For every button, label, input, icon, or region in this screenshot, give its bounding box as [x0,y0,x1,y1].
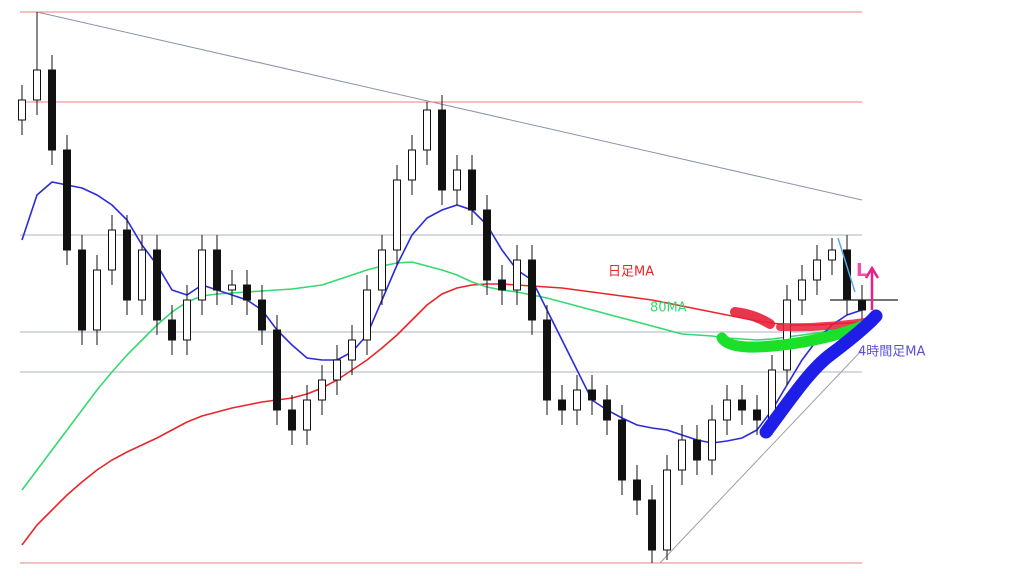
candle-body [48,69,56,151]
moving-average [21,283,863,546]
highlight-red [730,307,775,329]
candle-body [813,259,821,281]
candle-body [198,249,206,301]
candle-body [273,329,281,411]
candle-body [723,399,731,421]
candle-body [318,379,326,401]
candle-body [153,249,161,321]
line-label: 4時間足MA [858,345,925,360]
candle-body [303,399,311,431]
candle-body [663,469,671,551]
candle-body [453,169,461,191]
candle-body [63,149,71,251]
candle-body [588,389,596,401]
candle-body [693,439,701,461]
candle-body [33,69,41,101]
candle-body [648,499,656,551]
candle-body [258,299,266,331]
candle-body [798,279,806,301]
candle-body [423,109,431,151]
candle-body [783,299,791,371]
candle-body [333,359,341,381]
candle-body [498,279,506,291]
candle-body [468,169,476,211]
candle-body [288,409,296,431]
line-label: 日足MA [608,265,654,280]
candle-body [543,319,551,401]
candle-body [108,229,116,271]
candle-body [528,259,536,321]
mini-trend [837,237,856,293]
candle-body [18,99,26,121]
candle-body [603,399,611,421]
line-label: 80MA [650,301,687,316]
candle-body [183,299,191,341]
candle-body [78,249,86,331]
candle-body [168,319,176,341]
moving-average [21,261,863,491]
candle-body [378,249,386,291]
candle-body [573,389,581,411]
candle-body [243,284,251,301]
candle-body [618,419,626,481]
candle-body [348,339,356,361]
candle-body [858,299,866,311]
candle-body [753,409,761,421]
candle-body [123,229,131,301]
candle-body [213,249,221,291]
candle-body [438,109,446,191]
candle-body [708,419,716,461]
candle-body [738,399,746,411]
candle-body [138,249,146,301]
trend-line [659,349,863,564]
candle-body [228,284,236,291]
candle-body [393,179,401,251]
candle-body [93,269,101,331]
trend-line [36,11,863,201]
up-arrow [864,265,880,310]
candle-body [513,259,521,291]
candle-body [483,209,491,281]
candle-body [408,149,416,181]
candle-body [633,479,641,501]
annotation-label: L [856,260,867,281]
candle-body [558,399,566,411]
highlight-blue [759,309,883,439]
moving-average [21,181,863,444]
candle-body [678,439,686,471]
candle-body [363,289,371,341]
candle-body [828,249,836,261]
